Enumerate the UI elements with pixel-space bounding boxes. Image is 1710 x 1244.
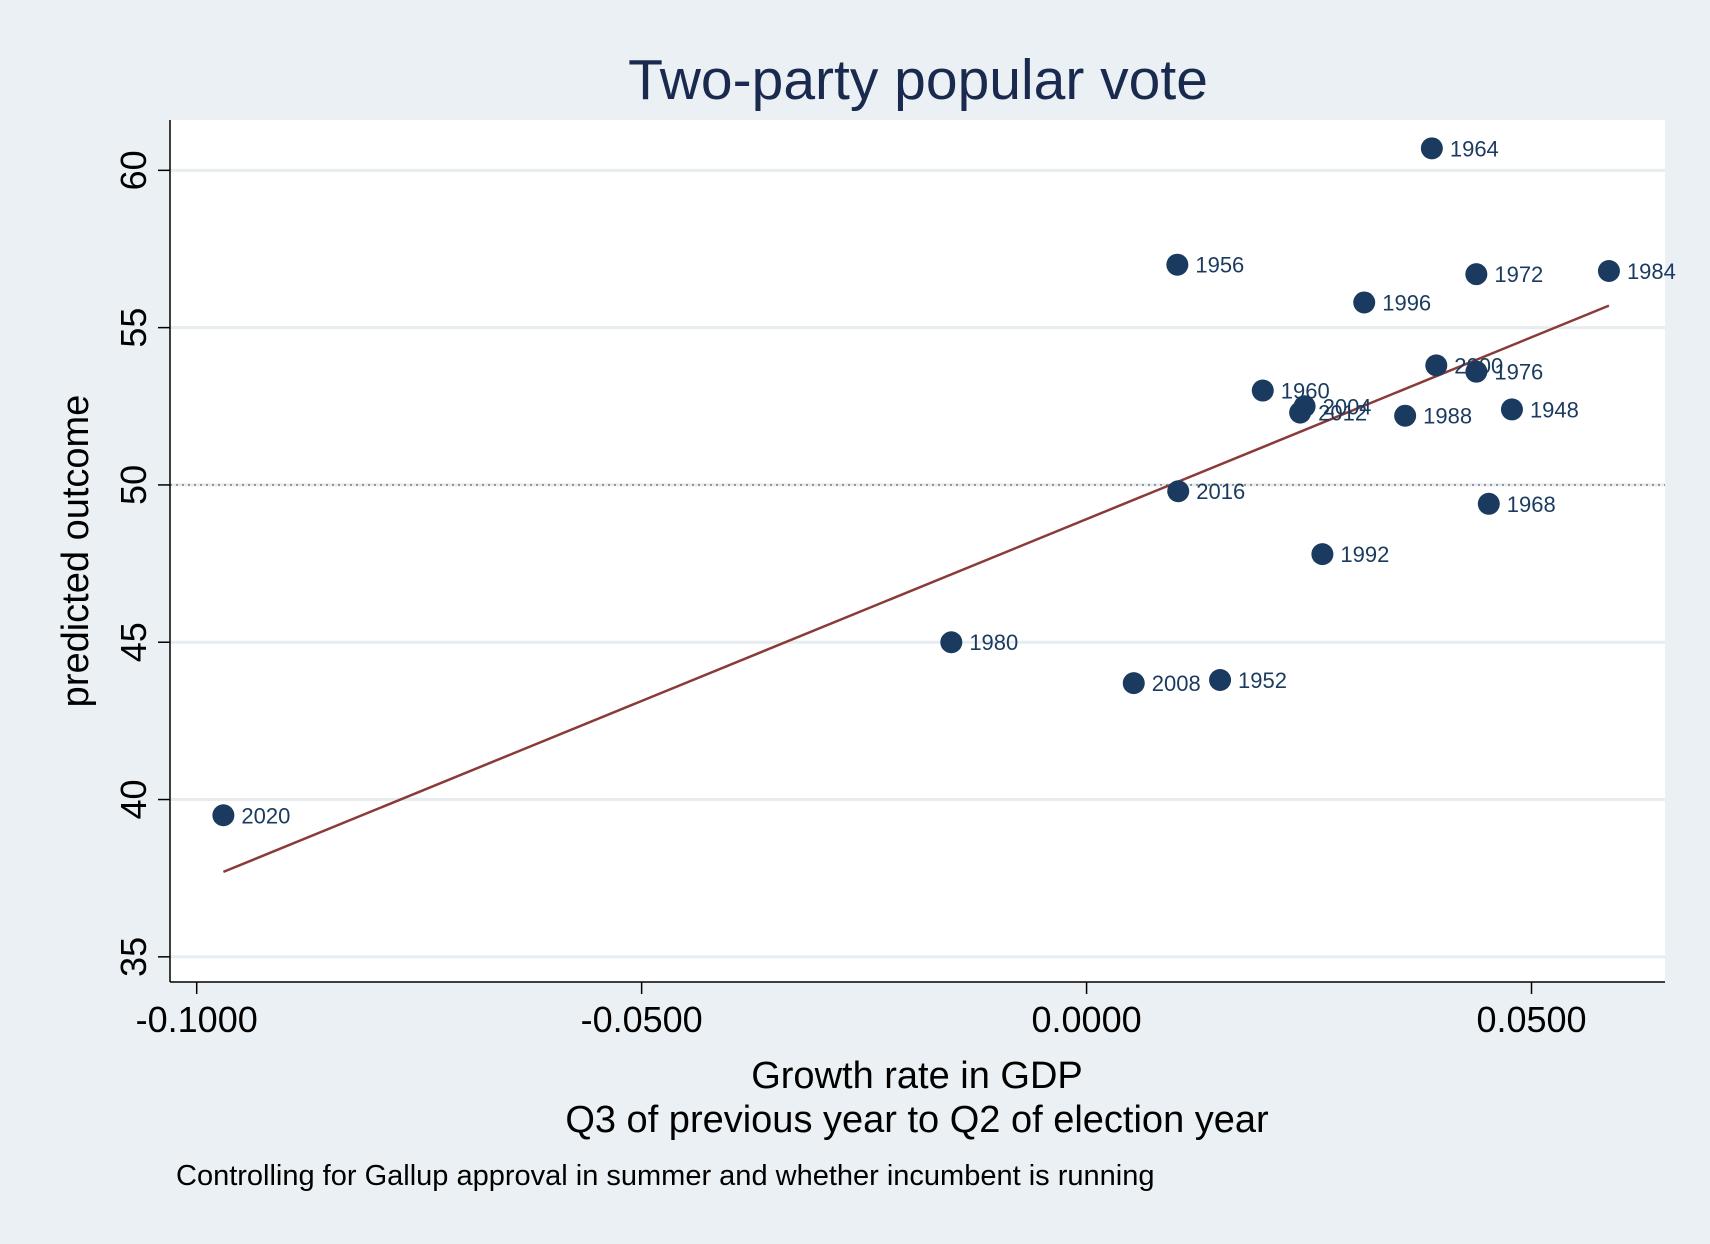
data-point-label: 2000 [1454,353,1503,378]
data-point [1166,253,1189,276]
data-point [1465,360,1488,383]
data-point-label: 1968 [1507,492,1556,517]
fit-line [222,304,1610,874]
data-point-label: 1972 [1494,262,1543,287]
y-tick-label: 60 [113,150,154,190]
x-tick-label: -0.1000 [136,999,258,1040]
data-point [1420,137,1443,160]
data-point [1353,291,1376,314]
data-point [1289,401,1312,424]
data-point-label: 1948 [1530,397,1579,422]
data-point [1209,668,1232,691]
data-point-label: 2012 [1318,401,1367,426]
data-point-label: 1960 [1281,379,1330,404]
data-point-label: 1952 [1238,668,1287,693]
data-point [1425,354,1448,377]
data-point-label: 1964 [1450,136,1499,161]
data-point [1597,260,1620,283]
x-axis-title: Growth rate in GDP [751,1055,1083,1097]
data-points [212,137,1620,827]
data-point-label: 1976 [1494,360,1543,385]
chart-title: Two-party popular vote [628,48,1208,112]
fit-line-group [222,304,1610,874]
data-point-label: 1956 [1195,253,1244,278]
data-point [1167,480,1190,503]
y-axis-title: predicted outcome [55,395,97,708]
data-point-label: 2016 [1196,479,1245,504]
x-tick-label: 0.0000 [1032,999,1142,1040]
data-point [1465,263,1488,286]
data-point [1122,672,1145,695]
data-point [1251,379,1274,402]
data-point [1311,543,1334,566]
y-tick-label: 55 [113,308,154,348]
data-point-label: 1992 [1340,542,1389,567]
x-tick-label: 0.0500 [1476,999,1586,1040]
data-point-label: 1980 [969,630,1018,655]
data-point [1500,398,1523,421]
y-tick-label: 35 [113,937,154,977]
x-axis-subtitle: Q3 of previous year to Q2 of election ye… [565,1099,1269,1141]
x-tick-label: -0.0500 [581,999,703,1040]
data-point [212,804,235,827]
y-tick-label: 45 [113,622,154,662]
data-point-label: 1984 [1627,259,1676,284]
y-tick-label: 50 [113,465,154,505]
data-point-label: 2008 [1152,671,1201,696]
data-point-label: 1988 [1423,404,1472,429]
data-point [940,631,963,654]
data-point [1394,404,1417,427]
data-point-label: 2020 [241,803,290,828]
data-point [1477,492,1500,515]
chart-note: Controlling for Gallup approval in summe… [176,1160,1154,1192]
gridlines [170,168,1665,959]
data-point-label: 2004 [1323,394,1372,419]
data-point-label: 1996 [1382,290,1431,315]
axes: 35 40 45 50 55 60 -0.1000 -0.0500 0.0000 0.0500 [113,120,1665,1040]
y-tick-label: 40 [113,780,154,820]
plot-area [170,120,1665,982]
